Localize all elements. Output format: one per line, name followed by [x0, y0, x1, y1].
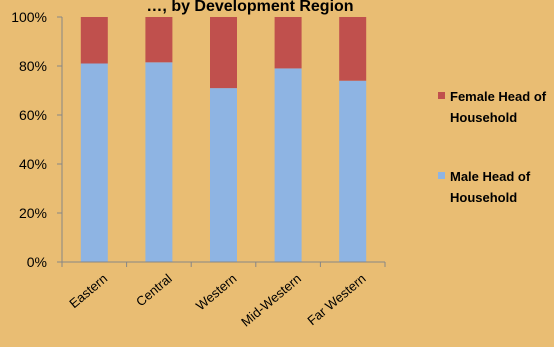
- y-tick-label: 40%: [19, 156, 47, 172]
- y-tick-label: 20%: [19, 205, 47, 221]
- bar-female-central: [145, 17, 173, 63]
- bar-female-western: [210, 17, 237, 89]
- bar-female-eastern: [80, 17, 108, 64]
- legend-label-female: Female Head of Household: [450, 89, 547, 125]
- x-tick-label: Far Western: [304, 271, 368, 328]
- chart-title: …, by Development Region: [146, 0, 353, 15]
- bar-male-far-western: [339, 80, 367, 262]
- legend: Female Head of Household Male Head of House…: [438, 89, 547, 205]
- x-tick-label: Mid-Western: [238, 271, 304, 330]
- axes-group: 0% 20% 40% 60% 80% 100% Eastern Central WesternM…: [11, 9, 386, 330]
- legend-swatch-male: [438, 172, 445, 179]
- y-tick-label: 0%: [27, 254, 47, 270]
- x-tick-label: Central: [133, 271, 175, 310]
- bar-male-western: [210, 88, 237, 262]
- x-tick-label: Eastern: [66, 271, 110, 311]
- bars-group: [80, 17, 367, 263]
- y-tick-label: 60%: [19, 107, 47, 123]
- bar-female-mid-western: [274, 17, 302, 69]
- x-tick-label: Western: [193, 271, 240, 313]
- bar-male-central: [145, 62, 173, 262]
- bar-male-mid-western: [274, 68, 302, 263]
- legend-swatch-female: [438, 92, 445, 99]
- y-tick-label: 80%: [19, 58, 47, 74]
- legend-label-male: Male Head of Household: [450, 169, 531, 205]
- bar-female-far-western: [339, 17, 367, 81]
- bar-male-eastern: [80, 63, 108, 262]
- y-tick-label: 100%: [11, 9, 47, 25]
